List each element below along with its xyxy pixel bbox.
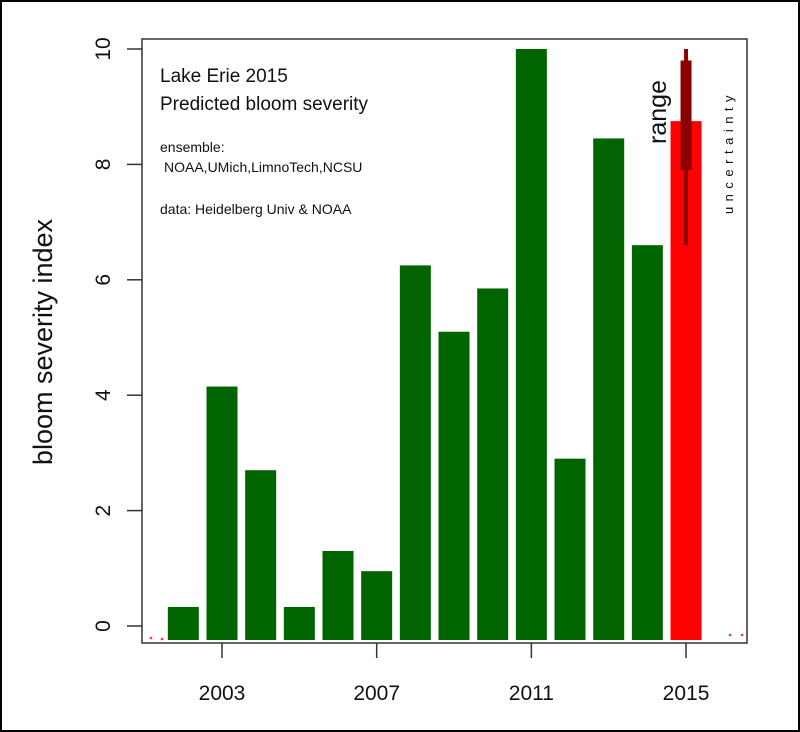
- range-label: range: [644, 80, 672, 144]
- marker-dot: [740, 633, 744, 637]
- ensemble-label: ensemble:: [160, 139, 225, 155]
- title-line1: Lake Erie 2015: [160, 66, 288, 87]
- bar-2007: [361, 571, 393, 640]
- bar-2010: [477, 288, 509, 640]
- y-tick-label: 6: [92, 274, 115, 286]
- uncertainty-label: uncertainty: [721, 90, 736, 214]
- y-tick-label: 0: [92, 620, 115, 632]
- bar-2003: [206, 386, 238, 640]
- marker-dot: [728, 633, 732, 637]
- x-tick-label: 2011: [509, 682, 554, 705]
- x-tick-label: 2007: [353, 682, 400, 705]
- plot-box: [141, 38, 748, 644]
- x-tick-label: 2015: [663, 682, 710, 705]
- ensemble-members: NOAA,UMich,LimnoTech,NCSU: [164, 159, 362, 175]
- y-tick-label: 2: [92, 505, 115, 517]
- bar-2011: [515, 49, 547, 640]
- marker-dot: [160, 637, 164, 641]
- red-dots-left: [149, 636, 164, 641]
- red-dots-right: [728, 633, 744, 637]
- bar-2009: [438, 331, 470, 640]
- bar-2002: [167, 606, 199, 640]
- bar-2004: [245, 470, 277, 640]
- bar-2008: [399, 265, 431, 640]
- bar-2014: [631, 245, 663, 640]
- y-axis-label: bloom severity index: [28, 218, 58, 465]
- bar-2013: [593, 138, 625, 640]
- y-tick-label: 8: [92, 159, 115, 171]
- bar-2012: [554, 458, 586, 640]
- marker-dot: [149, 636, 153, 640]
- x-tick-label: 2003: [199, 682, 246, 705]
- title-line2: Predicted bloom severity: [160, 94, 369, 115]
- bar-2005: [283, 606, 315, 640]
- data-source: data: Heidelberg Univ & NOAA: [160, 201, 352, 217]
- y-tick-label: 4: [92, 389, 115, 401]
- y-tick-label: 10: [92, 37, 115, 60]
- bar-2006: [322, 550, 354, 640]
